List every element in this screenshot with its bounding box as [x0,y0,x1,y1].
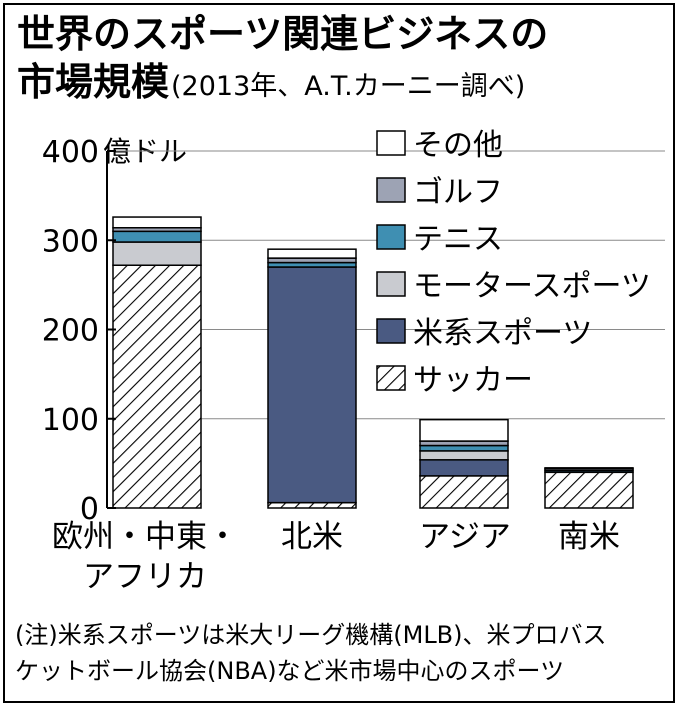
bar-segment [112,216,202,229]
bar-segment [112,264,202,509]
bar-segment [267,248,357,259]
legend-label: その他 [413,128,503,163]
legend-label: 米系スポーツ [413,316,592,351]
legend-swatch [376,224,406,250]
bar-segment [544,471,634,509]
bar-segment [544,467,634,470]
bar-segment [419,475,509,509]
bar-segment [112,241,202,266]
bar-segment [419,418,509,442]
legend-swatch [376,318,406,344]
footnote-line1: (注)米系スポーツは米大リーグ機構(MLB)、米プロバス [15,621,607,649]
legend-swatch [376,271,406,297]
chart-title-line1: 世界のスポーツ関連ビジネスの [17,12,548,56]
legend-swatch [376,177,406,203]
bar-segment [112,230,202,243]
bar-segment [419,450,509,461]
legend-swatch [376,130,406,156]
category-label: アフリカ [83,559,207,595]
bar-segment [419,459,509,477]
category-label: 南米 [558,519,620,555]
y-tick-label: 200 [42,314,99,349]
bar-segment [419,444,509,452]
chart-svg: 世界のスポーツ関連ビジネスの 市場規模(2013年、A.T.カーニー調べ) 億ド… [15,12,665,685]
y-tick-label: 300 [42,224,99,259]
y-tick-label: 400 [42,135,99,170]
chart-title-line2: 市場規模 [17,60,169,104]
bar-segment [267,266,357,504]
legend-label: モータースポーツ [413,269,651,304]
chart-subtitle: (2013年、A.T.カーニー調べ) [171,71,525,102]
legend-label: テニス [413,222,503,257]
footnote-line2: ケットボール協会(NBA)など米市場中心のスポーツ [15,657,564,685]
chart-title-line2-group: 市場規模(2013年、A.T.カーニー調べ) [17,60,525,104]
legend-swatch [376,365,406,391]
category-label: アジア [419,519,511,555]
category-label: 欧州・中東・ [52,519,238,555]
category-label: 北米 [281,519,343,555]
chart-frame: 世界のスポーツ関連ビジネスの 市場規模(2013年、A.T.カーニー調べ) 億ド… [3,3,675,703]
legend-label: ゴルフ [413,175,503,210]
y-tick-label: 100 [42,403,99,438]
bar-segment [267,501,357,509]
y-tick-label: 0 [80,492,99,527]
legend-label: サッカー [413,363,533,398]
